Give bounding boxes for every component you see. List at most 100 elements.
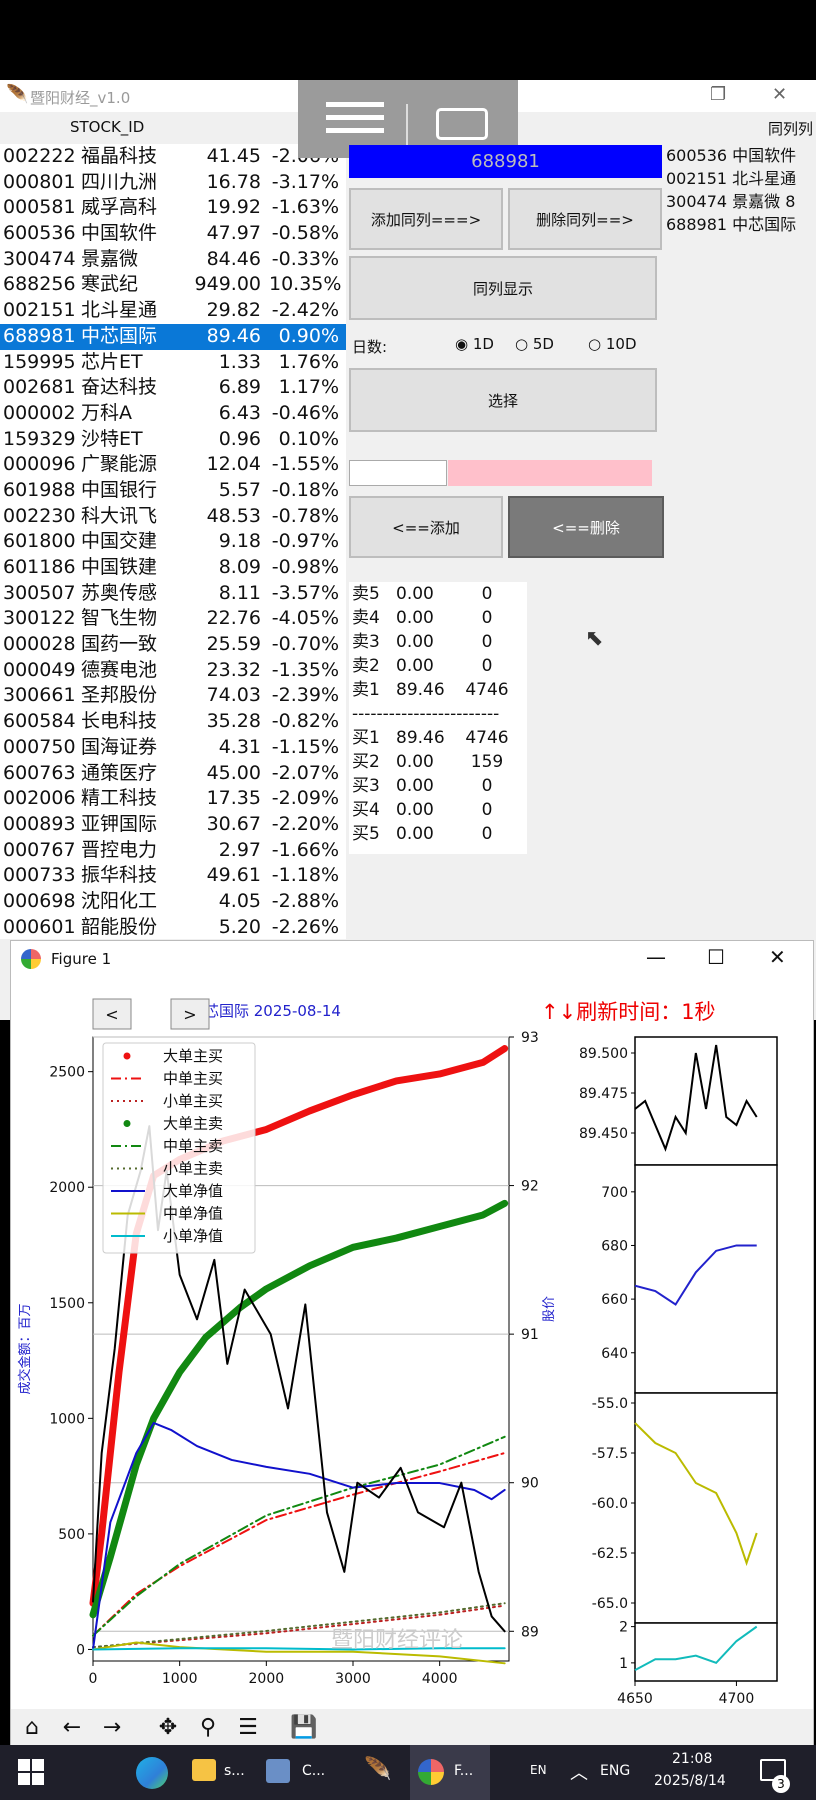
stock-code: 688981 — [3, 324, 76, 347]
prev-button[interactable] — [92, 998, 132, 1030]
minimize-icon[interactable]: — — [646, 945, 666, 969]
stock-row[interactable]: 002151 北斗星通 29.82 -2.42% — [0, 298, 346, 324]
zoom-icon[interactable]: ⚲ — [199, 1715, 217, 1740]
home-icon[interactable]: ⌂ — [25, 1715, 39, 1740]
peer-item[interactable]: 300474 景嘉微 8 — [666, 192, 796, 211]
radio-10d[interactable]: ○ 10D — [588, 335, 637, 353]
stock-row[interactable]: 159995 芯片ET 1.33 1.76% — [0, 350, 346, 376]
app-icon[interactable] — [266, 1759, 290, 1783]
stock-row[interactable]: 000581 威孚高科 19.92 -1.63% — [0, 195, 346, 221]
show-peer-button[interactable]: 同列显示 — [349, 256, 657, 320]
stock-name: 威孚高科 — [81, 196, 158, 219]
peer-item[interactable]: 002151 北斗星通 — [666, 169, 797, 188]
stock-row[interactable]: 000801 四川九洲 16.78 -3.17% — [0, 170, 346, 196]
code-input[interactable] — [349, 460, 447, 486]
pan-icon[interactable]: ✥ — [158, 1715, 178, 1740]
save-icon[interactable]: 💾 — [290, 1715, 318, 1740]
stock-row[interactable]: 000028 国药一致 25.59 -0.70% — [0, 632, 346, 658]
level-label: 买3 — [352, 776, 380, 796]
stock-row[interactable]: 600763 通策医疗 45.00 -2.07% — [0, 761, 346, 787]
add-stock-button[interactable]: <==添加 — [349, 496, 503, 558]
stock-chg: -0.70% — [271, 633, 339, 656]
stock-code: 300507 — [3, 581, 76, 604]
stock-row[interactable]: 688981 中芯国际 89.46 0.90% — [0, 323, 346, 350]
menu-icon[interactable] — [326, 96, 384, 138]
stock-row[interactable]: 000767 晋控电力 2.97 -1.66% — [0, 838, 346, 864]
back-icon[interactable]: ← — [62, 1715, 82, 1740]
radio-5d[interactable]: ○ 5D — [515, 335, 554, 353]
stock-row[interactable]: 300122 智飞生物 22.76 -4.05% — [0, 606, 346, 632]
stock-name: 奋达科技 — [81, 376, 158, 399]
stock-price: 23.32 — [206, 658, 261, 681]
configure-icon[interactable]: ☰ — [238, 1715, 258, 1740]
next-button[interactable] — [170, 998, 210, 1030]
legend-label: 中单主买 — [163, 1070, 223, 1088]
lang-indicator[interactable]: EN — [530, 1763, 547, 1777]
stock-row[interactable]: 000002 万科A 6.43 -0.46% — [0, 401, 346, 427]
stock-row[interactable]: 000733 振华科技 49.61 -1.18% — [0, 863, 346, 889]
stock-row[interactable]: 300507 苏奥传感 8.11 -3.57% — [0, 581, 346, 607]
stock-row[interactable]: 000893 亚钾国际 30.67 -2.20% — [0, 812, 346, 838]
maximize-icon[interactable]: ☐ — [707, 945, 725, 969]
stock-row[interactable]: 601988 中国银行 5.57 -0.18% — [0, 478, 346, 504]
stock-row[interactable]: 000750 国海证券 4.31 -1.15% — [0, 735, 346, 761]
legend-marker — [123, 1052, 131, 1060]
matplotlib-taskbar-icon[interactable] — [418, 1759, 444, 1785]
peer-list[interactable]: 600536 中国软件 002151 北斗星通 300474 景嘉微 8 688981… — [666, 144, 816, 236]
peer-item[interactable]: 600536 中国软件 — [666, 146, 797, 165]
close-icon[interactable]: ✕ — [769, 945, 786, 969]
keyboard-icon[interactable] — [436, 108, 488, 140]
stock-row[interactable]: 159329 沙特ET 0.96 0.10% — [0, 427, 346, 453]
taskbar-item-2[interactable]: C... — [302, 1763, 326, 1779]
stock-row[interactable]: 002006 精工科技 17.35 -2.09% — [0, 786, 346, 812]
refresh-label: ↑↓刷新时间：1秒 — [541, 1000, 716, 1024]
legend-label: 中单主卖 — [163, 1137, 223, 1155]
stock-row[interactable]: 601186 中国铁建 8.09 -0.98% — [0, 555, 346, 581]
edge-icon[interactable] — [136, 1757, 168, 1789]
stock-row[interactable]: 000096 广聚能源 12.04 -1.55% — [0, 452, 346, 478]
forward-icon[interactable]: → — [102, 1715, 122, 1740]
mini-y-tick-label: -60.0 — [592, 1496, 628, 1512]
stock-row[interactable]: 300474 景嘉微 84.46 -0.33% — [0, 247, 346, 273]
delete-stock-button[interactable]: <==删除 — [508, 496, 664, 558]
ime-indicator[interactable]: ENG — [600, 1763, 631, 1779]
stock-price: 16.78 — [206, 170, 261, 193]
stock-row[interactable]: 600536 中国软件 47.97 -0.58% — [0, 221, 346, 247]
pink-input[interactable] — [448, 460, 652, 486]
windows-start-icon[interactable] — [18, 1759, 44, 1785]
stock-code: 000049 — [3, 658, 76, 681]
stock-row[interactable]: 002230 科大讯飞 48.53 -0.78% — [0, 504, 346, 530]
stock-list[interactable]: 002222福晶科技41.45-2.06%000801四川九洲16.78-3.1… — [0, 144, 346, 939]
y-tick-label: 0 — [76, 1642, 85, 1658]
feather-icon[interactable]: 🪶 — [364, 1757, 392, 1782]
stock-row[interactable]: 688256 寒武纪 949.00 10.35% — [0, 272, 346, 298]
taskbar-item-1[interactable]: s... — [224, 1763, 245, 1779]
peer-item[interactable]: 688981 中芯国际 — [666, 215, 797, 234]
stock-row[interactable]: 002681 奋达科技 6.89 1.17% — [0, 375, 346, 401]
series-line-3 — [89, 1199, 509, 1619]
stock-price: 949.00 — [194, 273, 261, 296]
folder-icon[interactable] — [192, 1759, 216, 1781]
stock-chg: -3.57% — [271, 581, 339, 604]
chevron-up-icon[interactable]: ︿ — [570, 1763, 588, 1784]
stock-chg: -0.33% — [271, 247, 339, 270]
stock-row[interactable]: 000049 德赛电池 23.32 -1.35% — [0, 658, 346, 684]
stock-row[interactable]: 601800 中国交建 9.18 -0.97% — [0, 529, 346, 555]
taskbar-item-3[interactable]: F... — [454, 1763, 474, 1779]
select-button[interactable]: 选择 — [349, 368, 657, 432]
series-line-1 — [92, 1452, 506, 1637]
stock-row[interactable]: 000698 沈阳化工 4.05 -2.88% — [0, 889, 346, 915]
restore-icon[interactable]: ❐ — [710, 84, 727, 105]
add-peer-button[interactable]: 添加同列===> — [349, 188, 503, 250]
stock-row[interactable]: 600584 长电科技 35.28 -0.82% — [0, 709, 346, 735]
stock-code: 601988 — [3, 478, 76, 501]
delete-peer-button[interactable]: 删除同列==> — [508, 188, 662, 250]
stock-row[interactable]: 300661 圣邦股份 74.03 -2.39% — [0, 683, 346, 709]
radio-1d[interactable]: ◉ 1D — [455, 335, 494, 353]
watermark: 暨阳财经评论 — [331, 1628, 463, 1653]
level-label: 卖1 — [352, 680, 380, 700]
stock-chg: -2.88% — [271, 889, 339, 912]
stock-row[interactable]: 000601 韶能股份 5.20 -2.26% — [0, 915, 346, 939]
close-icon[interactable]: ✕ — [772, 84, 788, 105]
